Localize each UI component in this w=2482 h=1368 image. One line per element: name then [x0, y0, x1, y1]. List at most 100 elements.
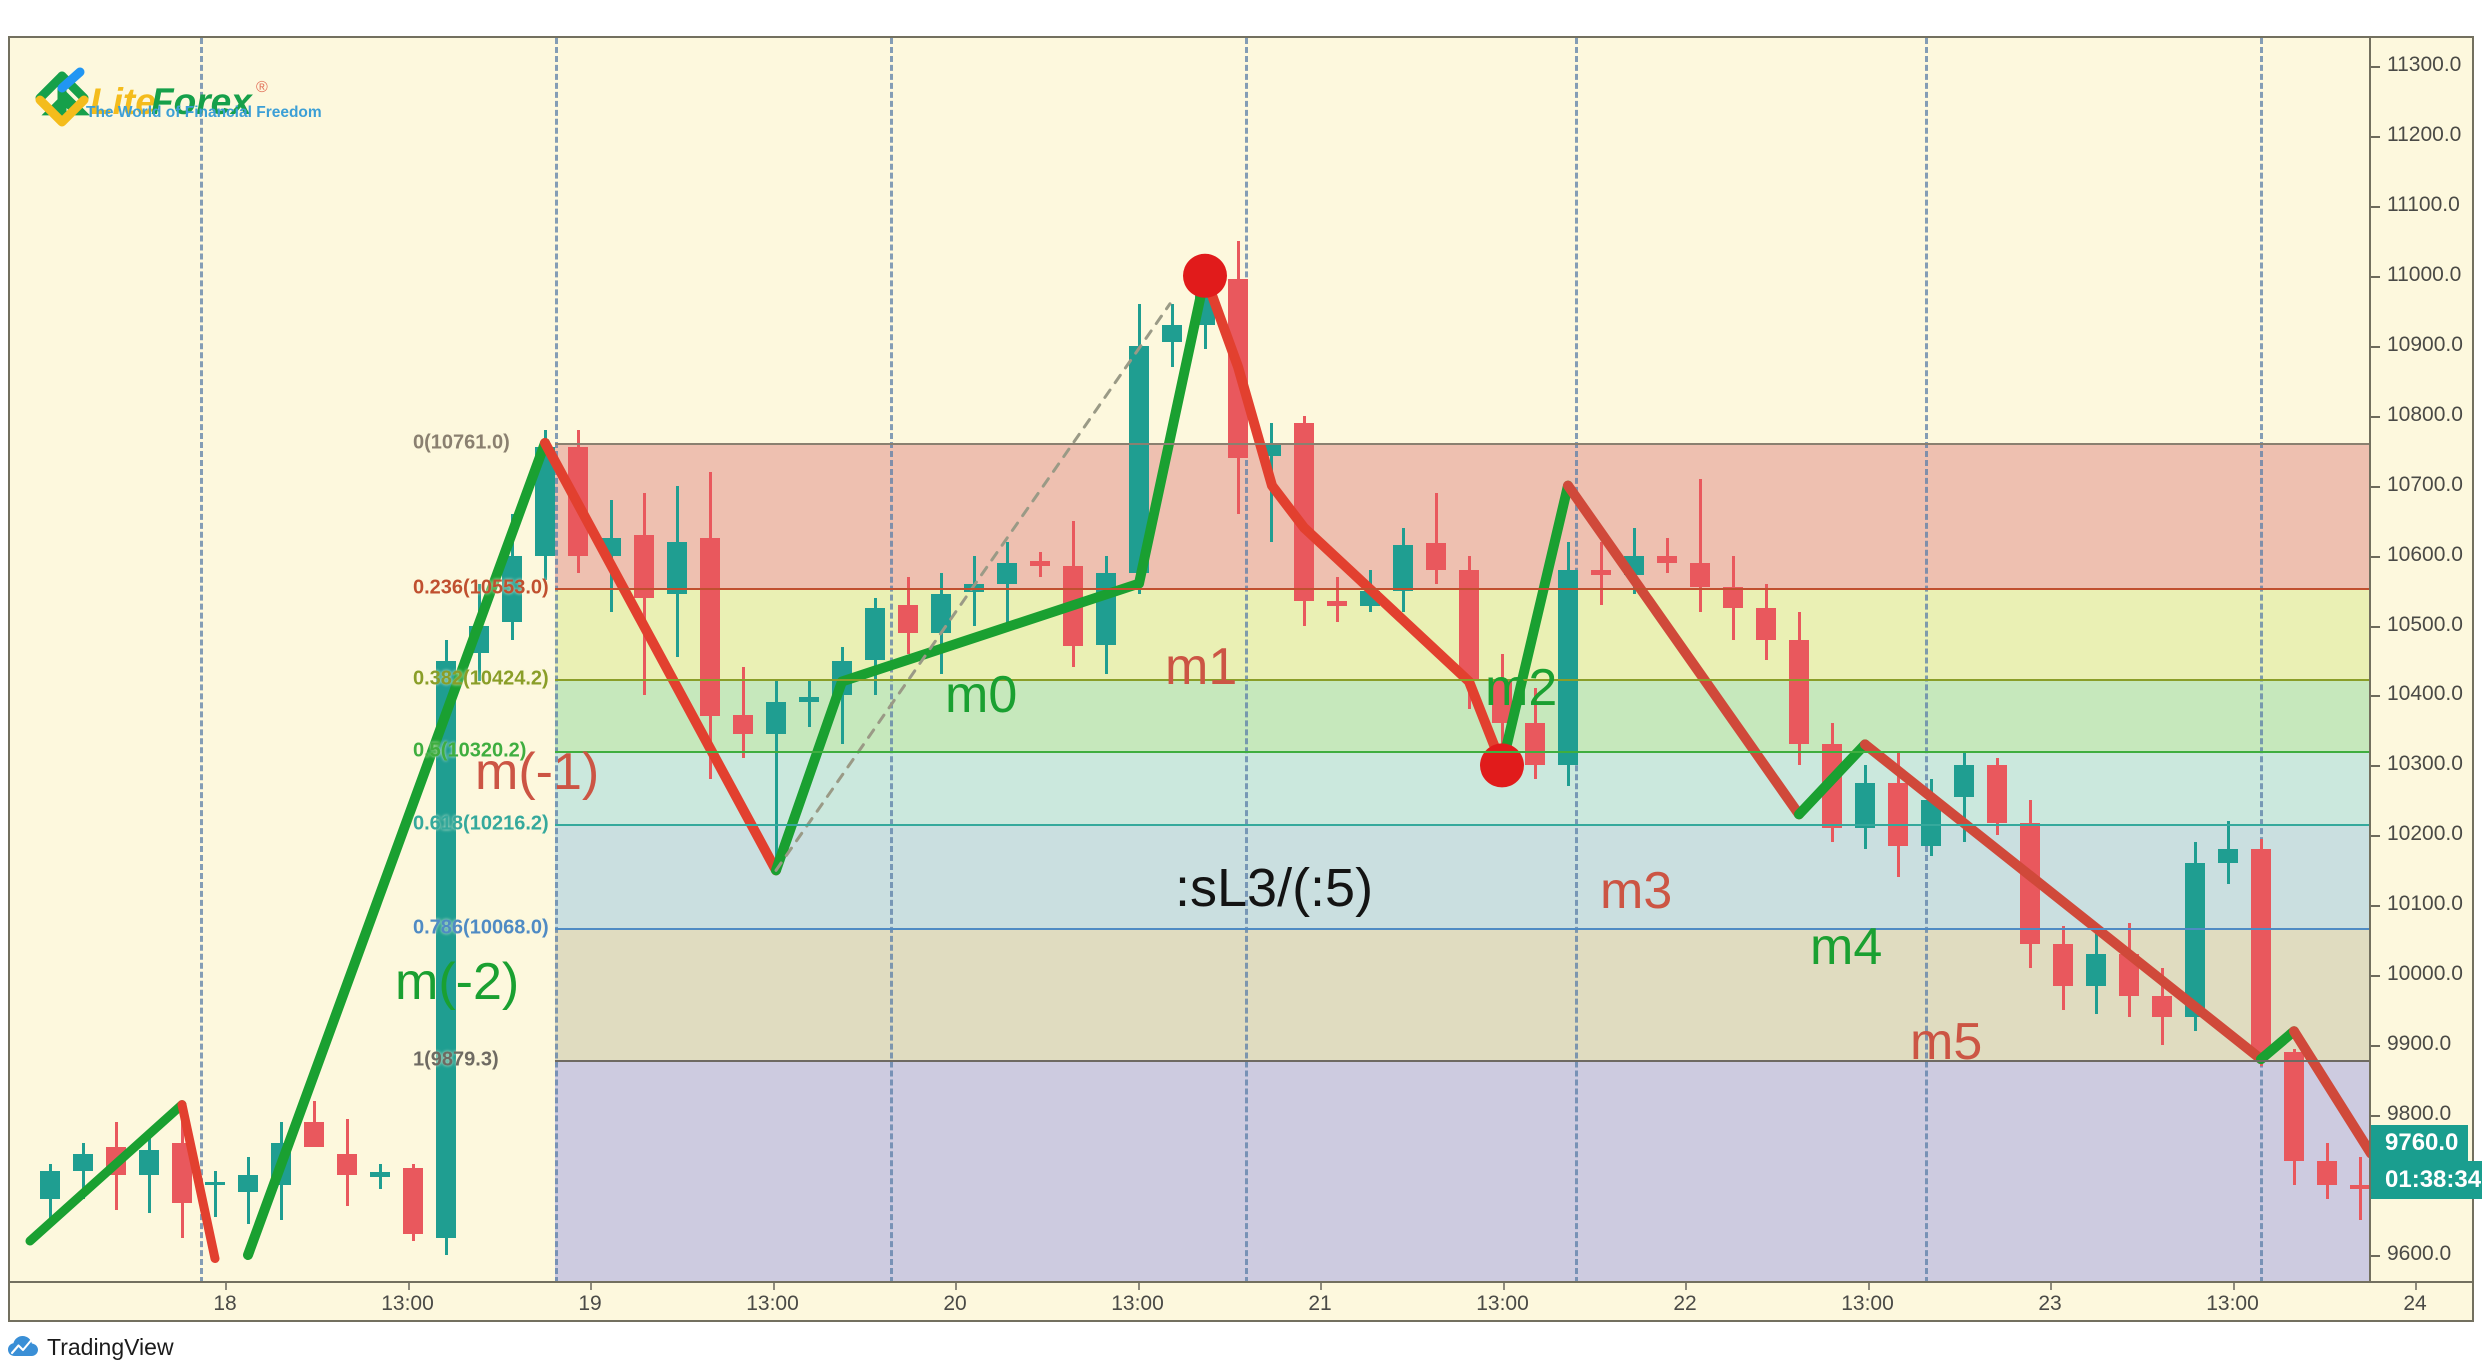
price-tick-label: 11300.0: [2387, 52, 2462, 76]
time-tick-mark: [225, 1283, 227, 1290]
price-tick-label: 10700.0: [2387, 472, 2463, 496]
price-tick-label: 9900.0: [2387, 1032, 2452, 1056]
candle-body: [1261, 443, 1281, 457]
price-tick-label: 10600.0: [2387, 542, 2463, 566]
price-tick-mark: [2371, 275, 2380, 278]
price-tick-label: 9800.0: [2387, 1102, 2452, 1126]
time-tick-label: 19: [578, 1292, 602, 1315]
price-tick-label: 10000.0: [2387, 962, 2463, 986]
price-tick-label: 11000.0: [2387, 262, 2462, 286]
chart-frame[interactable]: 0(10761.0) 0.236(10553.0) 0.382(10424.2) 0.…: [8, 36, 2482, 1322]
candle-body: [370, 1172, 390, 1177]
day-separator: [890, 38, 893, 1283]
fibonacci-level-line: [555, 927, 2371, 930]
candle-body: [1591, 569, 1611, 576]
candle-wick: [81, 1143, 85, 1200]
price-tick-mark: [2371, 1115, 2380, 1118]
candle-body: [1030, 561, 1050, 567]
candle-body: [1558, 569, 1578, 766]
candle-body: [172, 1143, 192, 1203]
price-axis[interactable]: 11300.0 11200.0 11100.0 11000.0 10900.0 10800…: [2369, 38, 2482, 1283]
time-tick-label: 13:00: [1841, 1292, 1894, 1315]
candle-body: [238, 1174, 258, 1193]
price-tick-mark: [2371, 1045, 2380, 1048]
time-tick-mark: [955, 1283, 957, 1290]
candle-wick: [2358, 1157, 2362, 1221]
price-tick-label: 10500.0: [2387, 612, 2463, 636]
candle-body: [535, 447, 555, 556]
candle-wick: [741, 667, 745, 759]
candle-wick: [1698, 478, 1702, 612]
candle-body: [1789, 639, 1809, 745]
time-tick-mark: [1685, 1283, 1687, 1290]
fibonacci-level-label: 0.786(10068.0): [413, 916, 549, 939]
candle-body: [2317, 1160, 2337, 1186]
candle-body: [2020, 822, 2040, 944]
candle-body: [2185, 863, 2205, 1018]
fibonacci-level-line: [555, 751, 2371, 754]
liteforex-logo: Lite Forex ®: [32, 60, 282, 146]
logo-registered-mark: ®: [256, 79, 268, 96]
logo-lite-text: Lite: [90, 81, 156, 122]
tradingview-attribution-text: TradingView: [47, 1333, 174, 1360]
fibonacci-level-label: 0(10761.0): [413, 431, 510, 454]
candle-body: [601, 538, 621, 556]
time-tick-label: 18: [213, 1292, 237, 1315]
pattern-annotation-label: :sL3/(:5): [1175, 857, 1374, 918]
candle-body: [799, 696, 819, 703]
candle-body: [40, 1171, 60, 1200]
fibonacci-level-line: [555, 588, 2371, 591]
swing-label-m2: m(-2): [395, 953, 520, 1012]
time-tick-label: 13:00: [746, 1292, 799, 1315]
swing-label-m1: m1: [1165, 638, 1238, 697]
candle-body: [106, 1146, 126, 1175]
time-tick-mark: [1137, 1283, 1140, 1290]
candle-body: [1327, 601, 1347, 606]
candle-body: [1096, 573, 1116, 646]
price-tick-mark: [2371, 625, 2380, 628]
candle-body: [2284, 1052, 2304, 1161]
time-tick-label: 13:00: [1111, 1292, 1164, 1315]
price-tick-mark: [2371, 345, 2380, 348]
candle-body: [337, 1153, 357, 1175]
price-tick-label: 11100.0: [2387, 192, 2460, 216]
chart-plot-area[interactable]: 0(10761.0) 0.236(10553.0) 0.382(10424.2) 0.…: [10, 38, 2371, 1283]
fibonacci-level-label: 0.382(10424.2): [413, 667, 549, 690]
candle-body: [1888, 782, 1908, 846]
fibonacci-level-line: [555, 442, 2371, 445]
candle-body: [1228, 279, 1248, 458]
candle-body: [1657, 555, 1677, 563]
candle-body: [700, 538, 720, 717]
fibonacci-band-extension: [555, 1059, 2371, 1283]
price-tick-label: 9600.0: [2387, 1242, 2452, 1266]
candle-body: [1393, 545, 1413, 591]
price-tick-label: 10800.0: [2387, 402, 2463, 426]
time-axis[interactable]: 18 13:00 19 13:00 20 13:00 21 13:00 22 13:00 23 13:…: [10, 1281, 2472, 1320]
candle-body: [733, 715, 753, 734]
fibonacci-level-line: [555, 678, 2371, 681]
candle-wick: [1335, 576, 1339, 623]
time-tick-label: 20: [943, 1292, 967, 1315]
price-tick-mark: [2371, 415, 2380, 418]
day-separator: [2260, 38, 2263, 1283]
price-tick-label: 10100.0: [2387, 892, 2463, 916]
fibonacci-band: [555, 442, 2371, 589]
candle-body: [2086, 954, 2106, 986]
candle-wick: [1005, 541, 1009, 626]
fibonacci-level-label: 0.5(10320.2): [413, 739, 527, 762]
price-tick-label: 10300.0: [2387, 752, 2463, 776]
price-tick-mark: [2371, 485, 2380, 488]
candle-wick: [1434, 492, 1438, 584]
price-tick-mark: [2371, 695, 2380, 698]
candle-body: [766, 702, 786, 734]
time-tick-label: 21: [1308, 1292, 1332, 1315]
candle-wick: [1269, 422, 1273, 542]
candle-body: [271, 1143, 291, 1186]
candle-body: [469, 625, 489, 654]
day-separator: [200, 38, 203, 1283]
fibonacci-level-label: 0.618(10216.2): [413, 812, 549, 835]
time-tick-label: 13:00: [2206, 1292, 2259, 1315]
day-separator: [1245, 38, 1248, 1283]
swing-label-m2: m2: [1485, 659, 1558, 718]
